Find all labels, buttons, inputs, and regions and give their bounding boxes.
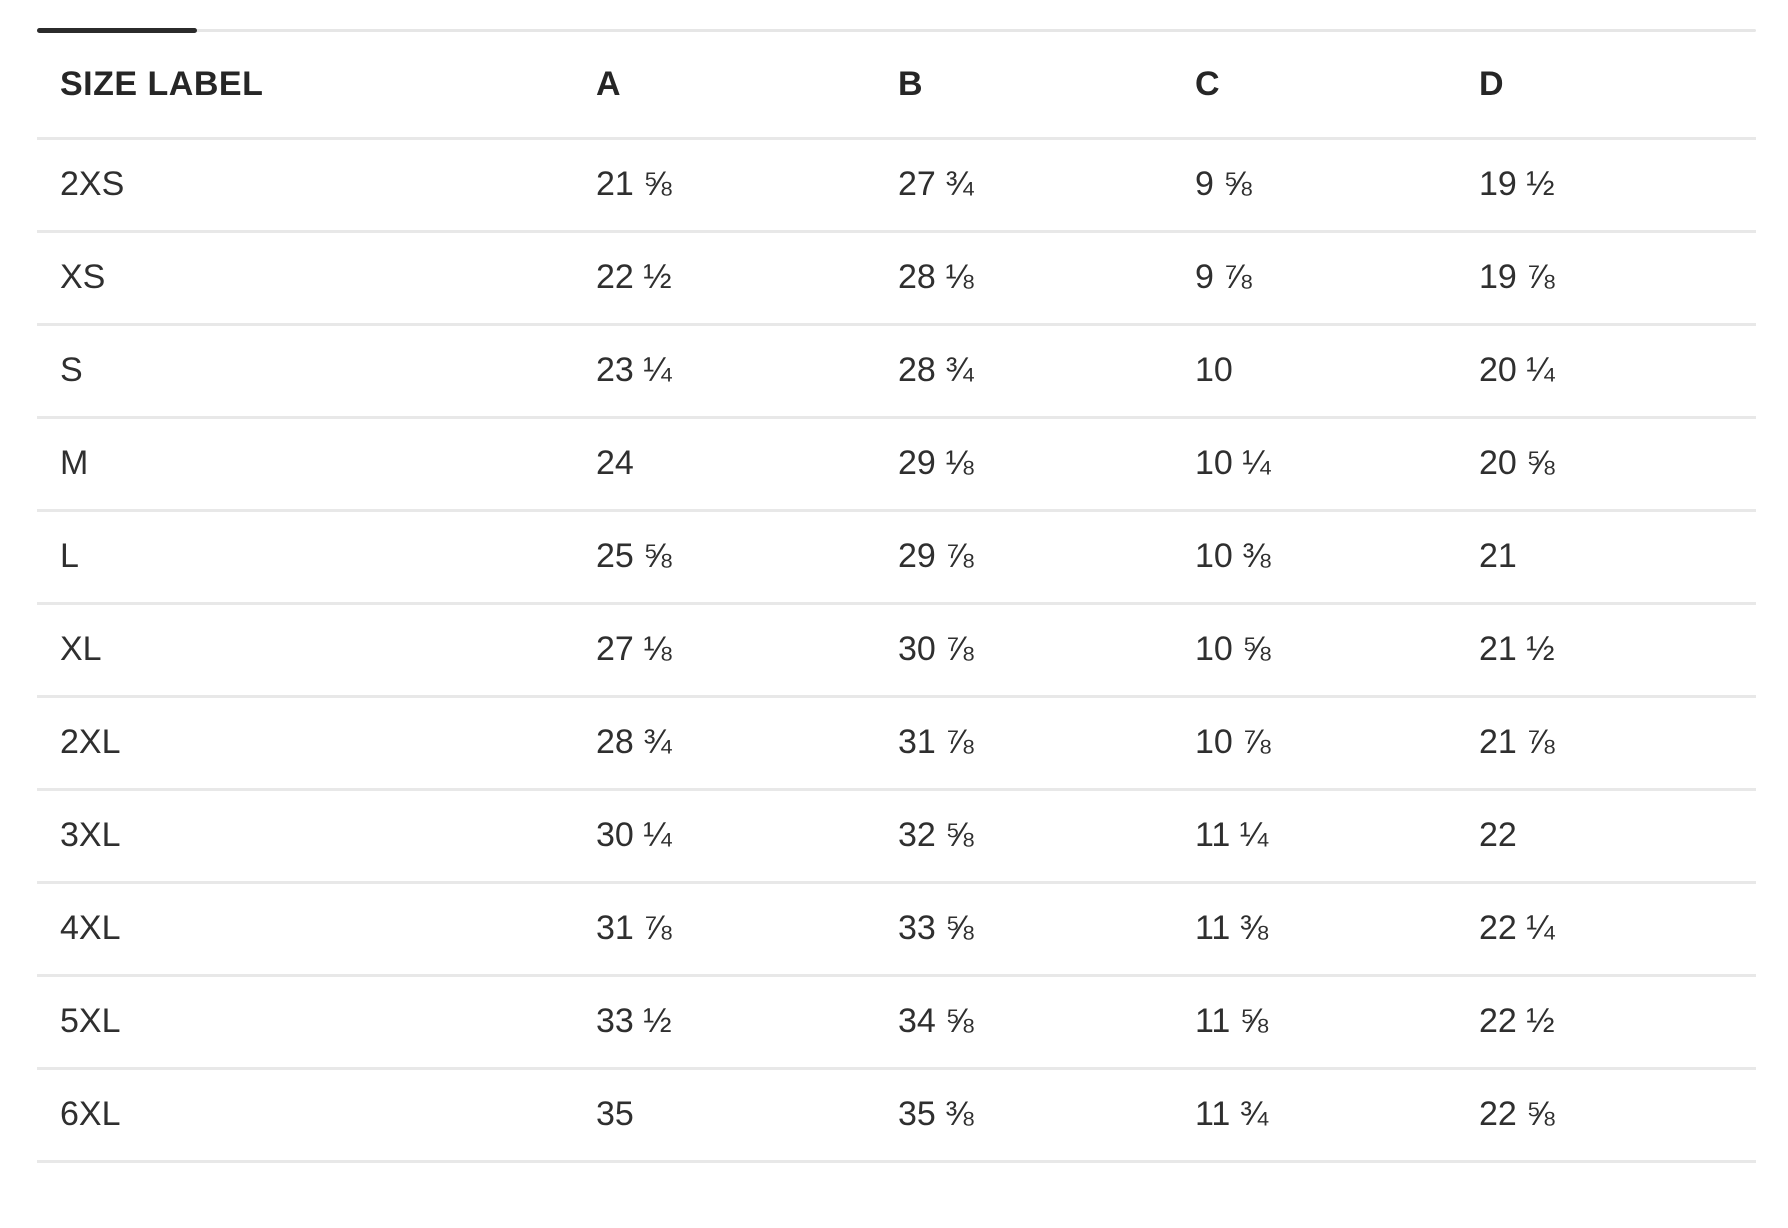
measurement-d-cell: 20 ⅝ [1479,417,1756,512]
size-label-cell: XL [37,603,596,698]
measurement-d-cell: 21 ⅞ [1479,696,1756,791]
column-header: B [898,33,1195,140]
measurement-b-cell: 31 ⅞ [898,696,1195,791]
size-label-cell: M [37,417,596,512]
table-row: 2XS 21 ⅝ 27 ¾ 9 ⅝ 19 ½ [37,138,1756,233]
measurement-c-cell: 11 ¾ [1195,1068,1479,1163]
measurement-c-cell: 10 ⅞ [1195,696,1479,791]
column-header: SIZE LABEL [37,33,596,140]
size-chart-panel: SIZE LABEL A B C D 2XS 21 ⅝ 27 ¾ 9 ⅝ 19 ½ XS… [37,28,1756,1163]
table-header-row: SIZE LABEL A B C D [37,33,1756,140]
measurement-a-cell: 21 ⅝ [596,138,898,233]
measurement-d-cell: 19 ⅞ [1479,231,1756,326]
measurement-d-cell: 22 ¼ [1479,882,1756,977]
table-row: XL 27 ⅛ 30 ⅞ 10 ⅝ 21 ½ [37,603,1756,698]
measurement-a-cell: 33 ½ [596,975,898,1070]
table-row: S 23 ¼ 28 ¾ 10 20 ¼ [37,324,1756,419]
table-scrollbar[interactable] [37,28,1756,33]
table-row: L 25 ⅝ 29 ⅞ 10 ⅜ 21 [37,510,1756,605]
measurement-a-cell: 22 ½ [596,231,898,326]
measurement-d-cell: 21 ½ [1479,603,1756,698]
measurement-c-cell: 10 ⅜ [1195,510,1479,605]
measurement-a-cell: 23 ¼ [596,324,898,419]
scrollbar-track[interactable] [37,29,1756,32]
measurement-a-cell: 31 ⅞ [596,882,898,977]
measurement-c-cell: 10 [1195,324,1479,419]
measurement-d-cell: 22 ⅝ [1479,1068,1756,1163]
size-label-cell: 3XL [37,789,596,884]
measurement-c-cell: 9 ⅝ [1195,138,1479,233]
measurement-b-cell: 28 ¾ [898,324,1195,419]
measurement-a-cell: 28 ¾ [596,696,898,791]
table-row: XS 22 ½ 28 ⅛ 9 ⅞ 19 ⅞ [37,231,1756,326]
measurement-b-cell: 35 ⅜ [898,1068,1195,1163]
measurement-a-cell: 25 ⅝ [596,510,898,605]
measurement-b-cell: 27 ¾ [898,138,1195,233]
measurement-b-cell: 29 ⅞ [898,510,1195,605]
column-header: D [1479,33,1756,140]
table-row: M 24 29 ⅛ 10 ¼ 20 ⅝ [37,417,1756,512]
measurement-d-cell: 20 ¼ [1479,324,1756,419]
measurement-d-cell: 22 ½ [1479,975,1756,1070]
measurement-b-cell: 28 ⅛ [898,231,1195,326]
measurement-b-cell: 32 ⅝ [898,789,1195,884]
measurement-c-cell: 11 ¼ [1195,789,1479,884]
measurement-c-cell: 10 ¼ [1195,417,1479,512]
table-row: 6XL 35 35 ⅜ 11 ¾ 22 ⅝ [37,1068,1756,1163]
measurement-a-cell: 27 ⅛ [596,603,898,698]
measurement-c-cell: 10 ⅝ [1195,603,1479,698]
table-row: 2XL 28 ¾ 31 ⅞ 10 ⅞ 21 ⅞ [37,696,1756,791]
column-header: C [1195,33,1479,140]
measurement-b-cell: 30 ⅞ [898,603,1195,698]
table-row: 5XL 33 ½ 34 ⅝ 11 ⅝ 22 ½ [37,975,1756,1070]
column-header: A [596,33,898,140]
measurement-c-cell: 11 ⅝ [1195,975,1479,1070]
measurement-b-cell: 33 ⅝ [898,882,1195,977]
size-label-cell: XS [37,231,596,326]
size-label-cell: 4XL [37,882,596,977]
table-row: 3XL 30 ¼ 32 ⅝ 11 ¼ 22 [37,789,1756,884]
size-label-cell: 2XS [37,138,596,233]
size-label-cell: 6XL [37,1068,596,1163]
size-label-cell: L [37,510,596,605]
measurement-d-cell: 22 [1479,789,1756,884]
measurement-a-cell: 30 ¼ [596,789,898,884]
size-label-cell: 5XL [37,975,596,1070]
table-body: 2XS 21 ⅝ 27 ¾ 9 ⅝ 19 ½ XS 22 ½ 28 ⅛ 9 ⅞ … [37,138,1756,1163]
measurement-d-cell: 21 [1479,510,1756,605]
size-label-cell: S [37,324,596,419]
size-table: SIZE LABEL A B C D 2XS 21 ⅝ 27 ¾ 9 ⅝ 19 ½ XS… [37,33,1756,1163]
measurement-a-cell: 24 [596,417,898,512]
measurement-a-cell: 35 [596,1068,898,1163]
measurement-c-cell: 11 ⅜ [1195,882,1479,977]
table-row: 4XL 31 ⅞ 33 ⅝ 11 ⅜ 22 ¼ [37,882,1756,977]
measurement-b-cell: 29 ⅛ [898,417,1195,512]
size-label-cell: 2XL [37,696,596,791]
measurement-c-cell: 9 ⅞ [1195,231,1479,326]
measurement-b-cell: 34 ⅝ [898,975,1195,1070]
measurement-d-cell: 19 ½ [1479,138,1756,233]
scrollbar-thumb[interactable] [37,28,197,33]
